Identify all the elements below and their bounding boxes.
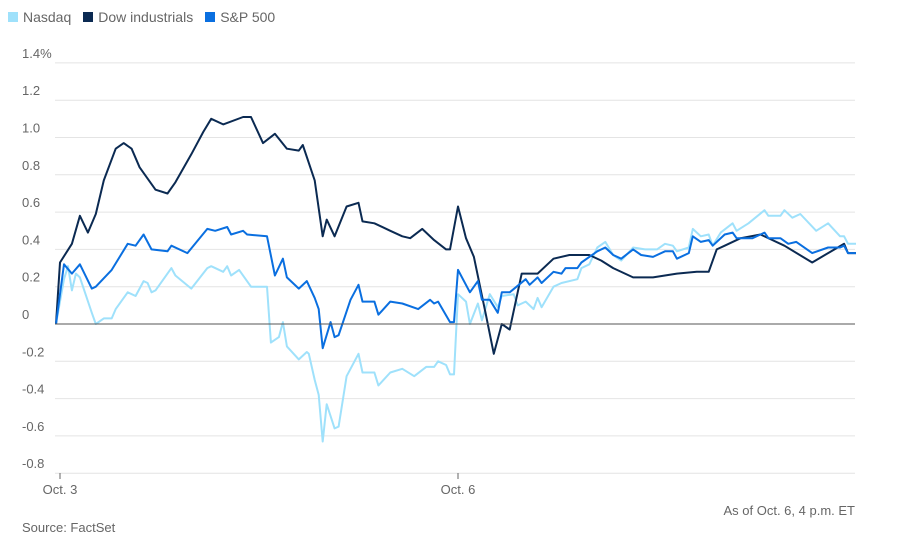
y-tick-label: 0.4 [22,232,40,247]
y-tick-label: -0.6 [22,419,44,434]
y-tick-label: -0.2 [22,344,44,359]
y-tick-label: 0.6 [22,195,40,210]
series-line-nasdaq [55,209,856,443]
legend-label: S&P 500 [220,9,276,25]
as-of-note: As of Oct. 6, 4 p.m. ET [723,503,856,518]
series-line-dow-industrials [55,116,856,355]
y-tick-label: 1.2 [22,83,40,98]
chart-legend: Nasdaq Dow industrials S&P 500 [8,9,275,25]
legend-item-nasdaq: Nasdaq [8,9,71,25]
legend-label: Dow industrials [98,9,194,25]
y-tick-label: 0.2 [22,270,40,285]
legend-swatch [83,12,94,22]
y-tick-label: 0 [22,307,29,322]
y-tick-label: -0.4 [22,382,44,397]
y-tick-label: 1.4% [22,46,52,61]
legend-label: Nasdaq [23,9,72,25]
source-note: Source: FactSet [22,520,116,535]
legend-swatch [205,12,216,22]
y-tick-label: 1.0 [22,121,40,136]
legend-swatch [8,12,18,22]
legend-item-sp500: S&P 500 [205,9,275,25]
x-tick-label: Oct. 6 [441,482,476,497]
series-line-s-p-500 [55,226,856,350]
y-tick-label: -0.8 [22,456,44,471]
legend-item-dow: Dow industrials [83,9,193,25]
x-tick-label: Oct. 3 [43,482,78,497]
y-tick-label: 0.8 [22,158,40,173]
